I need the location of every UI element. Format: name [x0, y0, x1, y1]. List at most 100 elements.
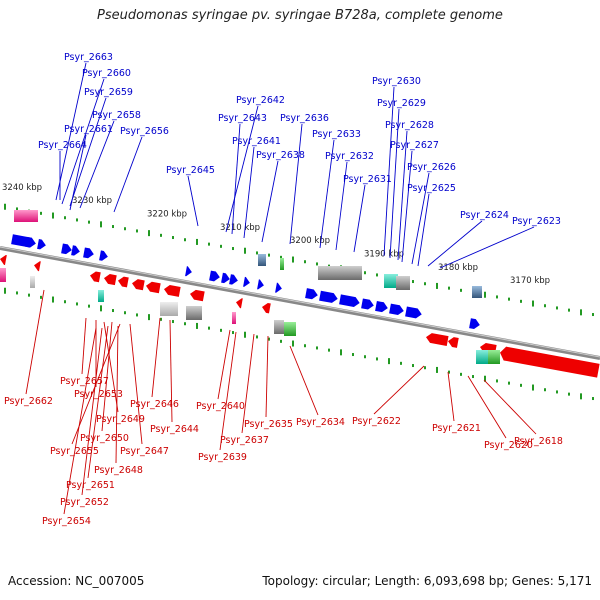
scale-label-2: 3220 kbp — [147, 210, 187, 220]
scale-label-6: 3180 kbp — [438, 263, 478, 273]
scale-tick-outer — [256, 251, 258, 255]
scale-tick-inner — [76, 302, 78, 306]
scale-tick-inner — [472, 375, 474, 379]
reverse-gene-label: Psyr_2648 — [94, 465, 143, 476]
forward-gene-arrow — [229, 274, 238, 285]
forward-gene-label: Psyr_2661 — [64, 124, 113, 135]
reverse-gene-arrow — [132, 279, 145, 291]
scale-tick-inner — [568, 392, 570, 396]
forward-gene-arrow — [469, 318, 480, 329]
reverse-gene-label: Psyr_2620 — [484, 440, 533, 451]
forward-gene-leader — [289, 123, 303, 245]
scale-tick-outer — [4, 203, 6, 210]
reverse-gene-arrow — [0, 254, 7, 266]
forward-gene-label: Psyr_2660 — [82, 68, 131, 79]
feature-box — [384, 274, 398, 288]
reverse-gene-label: Psyr_2646 — [130, 399, 179, 410]
reverse-gene-arrow — [164, 285, 181, 297]
forward-gene-leader — [69, 134, 87, 211]
reverse-gene-arrow — [500, 346, 600, 378]
scale-tick-outer — [280, 255, 282, 259]
scale-tick-outer — [64, 216, 66, 220]
feature-box — [0, 268, 6, 282]
scale-label-3: 3210 kbp — [220, 223, 260, 233]
scale-tick-outer — [196, 238, 198, 245]
forward-gene-label: Psyr_2629 — [377, 98, 426, 109]
scale-label-1: 3230 kbp — [72, 196, 112, 206]
forward-gene-label: Psyr_2638 — [256, 150, 305, 161]
scale-tick-outer — [160, 233, 162, 237]
reverse-gene-arrow — [262, 303, 271, 314]
scale-tick-inner — [100, 305, 102, 312]
reverse-gene-leader — [81, 317, 87, 375]
forward-gene-leader — [335, 161, 348, 251]
scale-tick-outer — [208, 242, 210, 246]
scale-tick-outer — [556, 306, 558, 310]
reverse-gene-leader — [63, 327, 97, 515]
reverse-gene-leader — [483, 379, 537, 435]
feature-box — [274, 320, 284, 334]
scale-tick-inner — [328, 348, 330, 352]
scale-label-7: 3170 kbp — [510, 276, 550, 286]
scale-tick-outer — [436, 282, 438, 289]
scale-tick-inner — [244, 331, 246, 338]
feature-box — [336, 266, 362, 280]
scale-tick-outer — [424, 282, 426, 286]
forward-gene-leader — [61, 78, 105, 205]
scale-tick-inner — [544, 388, 546, 392]
scale-tick-outer — [448, 286, 450, 290]
scale-tick-outer — [76, 218, 78, 222]
feature-box — [280, 258, 284, 270]
forward-gene-label: Psyr_2659 — [84, 87, 133, 98]
scale-tick-inner — [28, 293, 30, 297]
feature-box — [472, 286, 482, 298]
forward-gene-arrow — [25, 236, 36, 248]
scale-tick-outer — [100, 221, 102, 228]
scale-tick-inner — [484, 375, 486, 382]
forward-gene-leader — [243, 146, 255, 239]
scale-tick-outer — [496, 295, 498, 299]
forward-gene-label: Psyr_2626 — [407, 162, 456, 173]
scale-tick-inner — [412, 364, 414, 368]
forward-gene-label: Psyr_2645 — [166, 165, 215, 176]
forward-gene-label: Psyr_2664 — [38, 140, 87, 151]
reverse-gene-label: Psyr_2652 — [60, 497, 109, 508]
scale-tick-inner — [64, 300, 66, 304]
topology-label: Topology: circular; Length: 6,093,698 bp… — [262, 574, 592, 588]
scale-tick-inner — [40, 295, 42, 299]
forward-gene-arrow — [99, 250, 108, 261]
scale-tick-inner — [292, 340, 294, 347]
scale-tick-inner — [184, 322, 186, 326]
scale-tick-outer — [40, 211, 42, 215]
scale-tick-outer — [244, 247, 246, 254]
reverse-gene-label: Psyr_2621 — [432, 423, 481, 434]
reverse-gene-label: Psyr_2653 — [74, 389, 123, 400]
forward-gene-label: Psyr_2627 — [390, 140, 439, 151]
forward-gene-label: Psyr_2632 — [325, 151, 374, 162]
scale-tick-inner — [448, 370, 450, 374]
forward-gene-label: Psyr_2663 — [64, 52, 113, 63]
scale-tick-inner — [340, 349, 342, 356]
reverse-gene-label: Psyr_2662 — [4, 396, 53, 407]
reverse-gene-leader — [87, 325, 109, 479]
scale-tick-outer — [184, 238, 186, 242]
scale-tick-inner — [232, 331, 234, 335]
forward-gene-label: Psyr_2641 — [232, 136, 281, 147]
scale-tick-inner — [280, 339, 282, 343]
scale-tick-outer — [508, 297, 510, 301]
feature-box — [258, 254, 266, 266]
scale-tick-outer — [580, 309, 582, 316]
reverse-gene-leader — [265, 335, 269, 418]
scale-tick-inner — [196, 322, 198, 329]
reverse-gene-leader — [81, 327, 103, 496]
reverse-gene-label: Psyr_2644 — [150, 424, 199, 435]
scale-tick-outer — [232, 247, 234, 251]
forward-gene-arrow — [375, 301, 388, 313]
genome-backbone-highlight — [0, 246, 600, 358]
forward-gene-leader — [261, 160, 279, 243]
scale-tick-inner — [52, 296, 54, 303]
scale-tick-inner — [304, 344, 306, 348]
scale-tick-inner — [148, 314, 150, 321]
forward-gene-leader — [187, 175, 199, 227]
reverse-gene-leader — [467, 375, 507, 439]
